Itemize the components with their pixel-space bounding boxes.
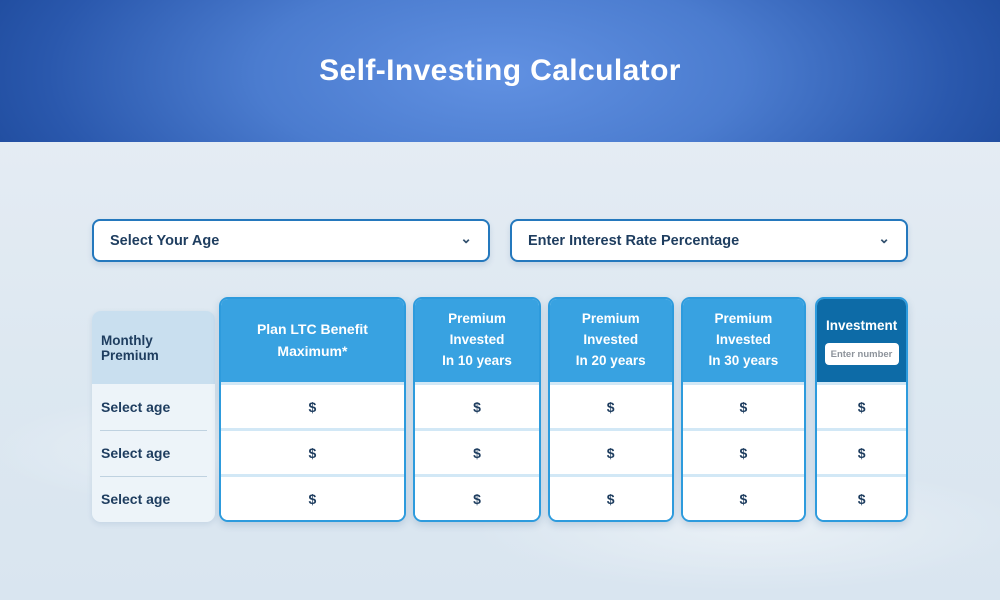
- table-cell: $: [549, 428, 672, 474]
- table-cell: $: [682, 382, 805, 428]
- investment-column: Investment $ $ $: [815, 297, 908, 522]
- select-age-row: Select age: [101, 399, 171, 415]
- premium-invested-30y-header: Premium Invested In 30 years: [682, 299, 805, 382]
- page: Self-Investing Calculator Select Your Ag…: [0, 0, 1000, 522]
- age-select-dropdown[interactable]: Select Your Age ⌄: [92, 219, 490, 262]
- header-line-1: Premium Invested: [448, 311, 506, 348]
- header-line-2: In 30 years: [708, 352, 779, 368]
- ltc-benefit-header: Plan LTC Benefit Maximum*: [220, 299, 405, 382]
- header-line-1: Premium Invested: [714, 311, 773, 348]
- premium-invested-20y-column: Premium Invested In 20 years $ $ $: [547, 297, 674, 522]
- table-cell: $: [220, 474, 405, 520]
- table-cell: $: [682, 474, 805, 520]
- chevron-down-icon: ⌄: [460, 229, 472, 246]
- table-cell: $: [817, 382, 906, 428]
- table-cell: $: [415, 474, 539, 520]
- table-cell: $: [549, 474, 672, 520]
- table-cell: $: [220, 428, 405, 474]
- investment-amount-input[interactable]: [824, 343, 899, 366]
- table-cell: $: [682, 428, 805, 474]
- select-age-row: Select age: [92, 430, 215, 476]
- controls-row: Select Your Age ⌄ Enter Interest Rate Pe…: [92, 219, 908, 262]
- ltc-benefit-title: Plan LTC Benefit Maximum*: [256, 320, 368, 359]
- investment-title: Investment: [825, 317, 898, 333]
- chevron-down-icon: ⌄: [878, 229, 890, 246]
- header-line-2: In 10 years: [442, 352, 512, 368]
- header-line-1: Premium Invested: [581, 311, 640, 348]
- ltc-benefit-column: Plan LTC Benefit Maximum* $ $ $: [218, 297, 407, 522]
- premium-invested-30y-column: Premium Invested In 30 years $ $ $: [680, 297, 807, 522]
- monthly-premium-body: Select age Select age Select age: [92, 384, 215, 522]
- header-banner: Self-Investing Calculator: [0, 0, 1000, 142]
- interest-rate-label: Enter Interest Rate Percentage: [528, 232, 740, 249]
- premium-comparison-table: Monthly Premium Select age Select age Se…: [92, 297, 908, 522]
- calculator-body: Select Your Age ⌄ Enter Interest Rate Pe…: [92, 219, 908, 522]
- table-cell: $: [817, 474, 906, 520]
- monthly-premium-column: Monthly Premium Select age Select age Se…: [92, 311, 215, 522]
- monthly-premium-header: Monthly Premium: [92, 311, 215, 384]
- table-cell: $: [817, 428, 906, 474]
- interest-rate-dropdown[interactable]: Enter Interest Rate Percentage ⌄: [510, 219, 908, 262]
- investment-header: Investment: [817, 299, 906, 382]
- premium-invested-20y-header: Premium Invested In 20 years: [549, 299, 672, 382]
- table-cell: $: [415, 382, 539, 428]
- table-cell: $: [549, 382, 672, 428]
- premium-invested-10y-header: Premium Invested In 10 years: [415, 299, 539, 382]
- page-title: Self-Investing Calculator: [319, 54, 681, 87]
- premium-invested-10y-column: Premium Invested In 10 years $ $ $: [413, 297, 541, 522]
- header-line-2: In 20 years: [575, 352, 646, 368]
- table-cell: $: [415, 428, 539, 474]
- age-select-label: Select Your Age: [110, 232, 220, 249]
- select-age-row: Select age: [92, 476, 215, 522]
- table-cell: $: [220, 382, 405, 428]
